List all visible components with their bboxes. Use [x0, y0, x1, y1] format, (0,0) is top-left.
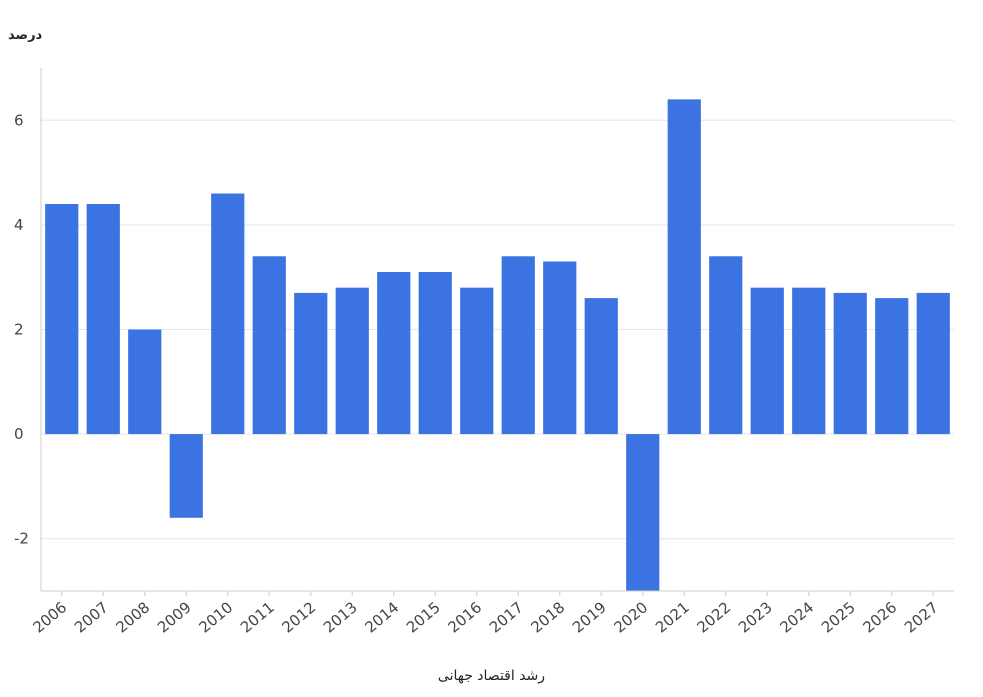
x-tick-label: 2009 — [154, 598, 195, 636]
x-tick-label: 2011 — [237, 598, 278, 636]
x-tick-label: 2020 — [610, 598, 651, 636]
bar-2027 — [916, 292, 950, 435]
x-tick-label: 2026 — [859, 598, 900, 636]
x-tick-label: 2018 — [527, 598, 568, 636]
bar-2006 — [45, 203, 79, 435]
bar-2020 — [626, 434, 660, 591]
bar-2008 — [128, 329, 162, 435]
bar-2017 — [501, 256, 535, 435]
bar-2007 — [86, 203, 120, 435]
bars — [45, 99, 950, 591]
bar-2019 — [584, 298, 618, 435]
x-tick-label: 2027 — [901, 598, 942, 636]
x-tick-label: 2025 — [818, 598, 859, 636]
y-tick-label: -2 — [14, 530, 29, 548]
x-tick-label: 2024 — [776, 598, 817, 636]
x-tick-label: 2013 — [320, 598, 361, 636]
bar-2024 — [792, 287, 826, 435]
axes — [40, 68, 954, 596]
x-tick-label: 2019 — [569, 598, 610, 636]
x-axis-label: رشد اقتصاد جهانی — [437, 668, 546, 684]
bar-2023 — [750, 287, 784, 435]
x-tick-label: 2017 — [486, 598, 527, 636]
x-tick-label: 2014 — [361, 598, 402, 636]
bar-2018 — [543, 261, 577, 435]
x-tick-label: 2016 — [444, 598, 485, 636]
y-axis-label: درصد — [8, 28, 43, 43]
bar-2026 — [875, 298, 909, 435]
x-tick-label: 2015 — [403, 598, 444, 636]
bar-2016 — [460, 287, 494, 435]
x-tick-label: 2023 — [735, 598, 776, 636]
bar-2021 — [667, 99, 701, 435]
bar-2009 — [169, 434, 203, 518]
bar-2012 — [294, 292, 328, 435]
y-tick-label: 2 — [14, 321, 24, 339]
bar-2011 — [252, 256, 286, 435]
x-tick-label: 2007 — [71, 598, 112, 636]
y-tick-label: 6 — [14, 111, 24, 129]
x-tick-label: 2006 — [29, 598, 70, 636]
bar-2015 — [418, 271, 452, 435]
bar-2013 — [335, 287, 369, 435]
x-tick-labels: 2006 2007 2008 2009 2010 2011 2012 2013 2014 2015… — [29, 598, 941, 636]
bar-2025 — [833, 292, 867, 435]
x-tick-label: 2010 — [195, 598, 236, 636]
y-tick-labels: -2 0 2 4 6 — [14, 111, 29, 547]
x-tick-label: 2008 — [112, 598, 153, 636]
y-tick-label: 4 — [14, 216, 24, 234]
bar-2014 — [377, 271, 411, 435]
x-tick-label: 2022 — [693, 598, 734, 636]
y-tick-label: 0 — [14, 425, 24, 443]
bar-2022 — [709, 256, 743, 435]
x-tick-label: 2021 — [652, 598, 693, 636]
x-tick-label: 2012 — [278, 598, 319, 636]
bar-2010 — [211, 193, 245, 435]
